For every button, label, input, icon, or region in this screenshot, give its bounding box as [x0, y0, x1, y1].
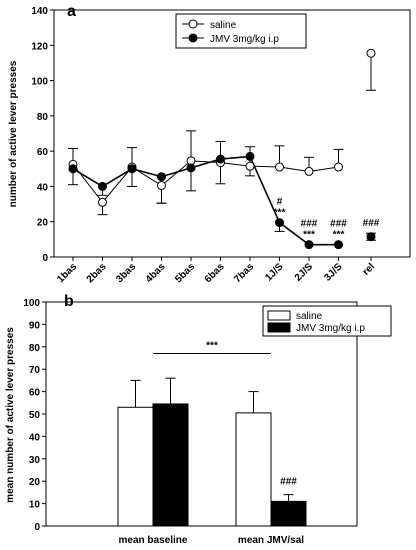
legend-a-saline-label: saline: [210, 20, 237, 31]
panel-a-y-axis-title: number of active lever presses: [8, 60, 19, 207]
panel-a-letter: a: [67, 3, 76, 20]
panel-b-axes: 0 10 20 30 40 50 60 70 80 90 100 mean baseline mean …: [23, 298, 358, 546]
legend-a-jmv-marker: [188, 33, 198, 43]
panel-a-jmv-point: [366, 232, 376, 242]
panel-a-y-tick-label: 80: [37, 112, 49, 123]
panel-b-bar-chart: b mean number of active lever presses 01…: [5, 293, 392, 546]
panel-a-saline-point: [366, 48, 376, 58]
panel-a-x-tick-label: rel: [361, 261, 378, 278]
panel-a-significance-marker: #: [277, 197, 283, 208]
panel-a-saline-point: [334, 162, 343, 172]
legend-a-saline-marker: [188, 19, 198, 29]
panel-b-y-tick-label: 0: [34, 522, 40, 533]
panel-a-x-tick-label: 5bas: [173, 261, 197, 285]
panel-a-significance-marker: ###: [330, 219, 347, 230]
panel-a-legend: saline JMV 3mg/kg i.p: [175, 13, 307, 49]
panel-a-jmv-point: [304, 240, 314, 250]
panel-b-y-tick-label: 60: [29, 388, 41, 399]
panel-a-jmv-point: [98, 181, 107, 191]
panel-a-jmv-point: [245, 151, 255, 161]
panel-a-y-tick-label: 140: [31, 6, 48, 17]
panel-a-x-tick-label: 4bas: [144, 261, 168, 285]
panel-a-saline-point: [245, 161, 255, 171]
panel-b-jmv-bar: [270, 500, 307, 527]
legend-b-saline-label: saline: [296, 311, 323, 322]
panel-b-y-tick-label: 90: [29, 320, 41, 331]
panel-a-x-tick-label: 6bas: [203, 261, 227, 285]
panel-a-series-lines: [72, 155, 339, 246]
panel-a-points: [68, 48, 376, 250]
panel-a-saline-point: [98, 197, 107, 207]
panel-a-plot-frame: [53, 9, 411, 258]
panel-b-y-tick-label: 40: [29, 432, 41, 443]
panel-a-jmv-line: [72, 155, 339, 246]
panel-b-y-tick-label: 50: [29, 410, 41, 421]
legend-a-jmv-label: JMV 3mg/kg i.p: [210, 34, 279, 45]
panel-b-y-tick-label: 20: [29, 477, 41, 488]
panel-a-y-tick-label: 60: [37, 147, 49, 158]
panel-a-error-bars: [68, 53, 376, 241]
panel-a-jmv-point: [157, 172, 166, 182]
panel-a-saline-point: [304, 166, 314, 176]
panel-a-x-tick-label: 7bas: [232, 261, 256, 285]
panel-a-y-tick-label: 100: [31, 77, 48, 88]
panel-a-line-chart: a number of active lever presses 0 20 40 60…: [8, 3, 411, 285]
panel-a-y-tick-label: 40: [37, 182, 49, 193]
panel-b-x-tick-label: mean baseline: [119, 535, 188, 546]
panel-a-jmv-point: [334, 240, 343, 250]
panel-a-jmv-point: [127, 164, 137, 174]
panel-b-y-tick-label: 70: [29, 365, 41, 376]
panel-b-annotations: *** ###: [153, 341, 297, 488]
panel-a-jmv-point: [275, 218, 284, 228]
panel-b-significance-marker: ***: [206, 341, 218, 352]
panel-a-significance-marker: ***: [333, 230, 345, 241]
panel-b-saline-bar: [235, 412, 272, 527]
panel-a-x-tick-label: 3J/S: [322, 261, 345, 284]
panel-a-annotations: ***#***###***### ###: [274, 197, 380, 241]
panel-b-saline-bar: [117, 406, 154, 527]
panel-a-significance-marker: ***: [274, 208, 286, 219]
panel-a-significance-marker: ###: [363, 218, 380, 229]
panel-b-x-tick-label: mean JMV/sal: [238, 535, 304, 546]
panel-b-y-tick-label: 80: [29, 343, 41, 354]
panel-a-saline-point: [275, 162, 284, 172]
panel-a-jmv-point: [68, 164, 78, 174]
panel-a-saline-line: [72, 160, 339, 204]
panel-a-jmv-point: [216, 154, 225, 164]
panel-b-legend: saline JMV 3mg/kg i.p: [262, 305, 392, 337]
panel-a-y-tick-label: 120: [31, 41, 48, 52]
panel-b-significance-marker: ###: [280, 477, 297, 488]
panel-b-y-tick-label: 100: [23, 298, 40, 309]
panel-a-significance-marker: ***: [303, 230, 315, 241]
panel-a-x-tick-label: 2J/S: [293, 261, 316, 284]
panel-a-legend-box: [175, 13, 307, 49]
panel-a-jmv-point: [186, 163, 196, 173]
panel-b-jmv-bar: [152, 403, 189, 527]
panel-a-y-tick-label: 0: [42, 253, 48, 264]
panel-a-x-tick-label: 3bas: [114, 261, 138, 285]
panel-a-saline-point: [157, 181, 166, 191]
panel-b-bars: [117, 403, 307, 527]
panel-b-y-tick-label: 10: [29, 500, 41, 511]
panel-a-x-tick-label: 2bas: [85, 261, 109, 285]
legend-b-jmv-label: JMV 3mg/kg i.p: [296, 323, 365, 334]
legend-b-jmv-swatch: [267, 322, 291, 333]
panel-a-y-tick-label: 20: [37, 218, 49, 229]
panel-a-x-tick-label: 1J/S: [263, 261, 286, 284]
panel-b-error-bars: [130, 377, 294, 502]
panel-a-significance-marker: ###: [301, 219, 318, 230]
panel-a-x-tick-label: 1bas: [55, 261, 79, 285]
panel-b-y-tick-label: 30: [29, 455, 41, 466]
legend-b-saline-swatch: [267, 310, 291, 321]
panel-b-y-axis-title: mean number of active lever presses: [5, 327, 16, 503]
